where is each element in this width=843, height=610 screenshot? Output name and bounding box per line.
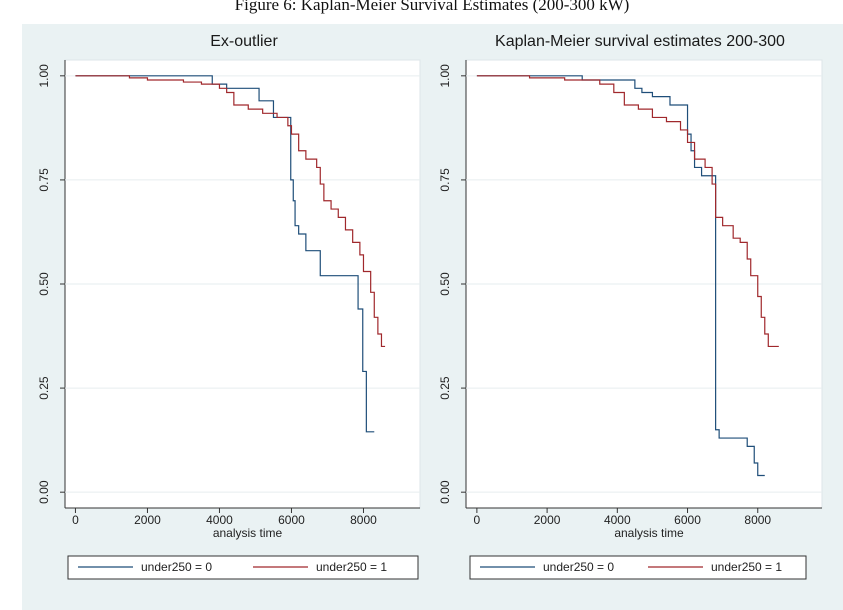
- survival-curve: [476, 75, 765, 477]
- y-tick-label: 0.00: [37, 480, 51, 504]
- y-tick-label: 0.00: [438, 480, 452, 504]
- legend: [469, 555, 807, 580]
- x-tick-label: 6000: [674, 513, 701, 527]
- y-tick-label: 0.50: [438, 272, 452, 296]
- legend: [67, 555, 419, 580]
- x-tick-label: 8000: [744, 513, 771, 527]
- survival-curve: [75, 75, 375, 433]
- y-tick-label: 0.75: [438, 168, 452, 192]
- survival-curve: [476, 75, 779, 348]
- legend-label: under250 = 1: [316, 560, 387, 574]
- y-tick-label: 0.25: [438, 376, 452, 400]
- x-tick-label: 0: [72, 513, 79, 527]
- legend-label: under250 = 0: [543, 560, 614, 574]
- x-tick-label: 4000: [206, 513, 233, 527]
- y-tick-label: 0.75: [37, 168, 51, 192]
- x-tick-label: 2000: [534, 513, 561, 527]
- chart-title: Ex-outlier: [210, 33, 278, 50]
- y-tick-label: 0.25: [37, 376, 51, 400]
- y-tick-label: 1.00: [37, 64, 51, 88]
- x-tick-label: 8000: [350, 513, 377, 527]
- x-tick-label: 4000: [604, 513, 631, 527]
- legend-label: under250 = 0: [141, 560, 212, 574]
- survival-curve: [75, 75, 386, 348]
- x-tick-label: 6000: [278, 513, 305, 527]
- legend-label: under250 = 1: [711, 560, 782, 574]
- y-tick-label: 0.50: [37, 272, 51, 296]
- x-axis-label: analysis time: [213, 526, 283, 540]
- x-tick-label: 0: [474, 513, 481, 527]
- y-tick-label: 1.00: [438, 64, 452, 88]
- x-axis-label: analysis time: [614, 526, 684, 540]
- figure-title: Figure 6: Kaplan-Meier Survival Estimate…: [235, 0, 630, 14]
- chart-title: Kaplan-Meier survival estimates 200-300: [495, 33, 785, 50]
- x-tick-label: 2000: [134, 513, 161, 527]
